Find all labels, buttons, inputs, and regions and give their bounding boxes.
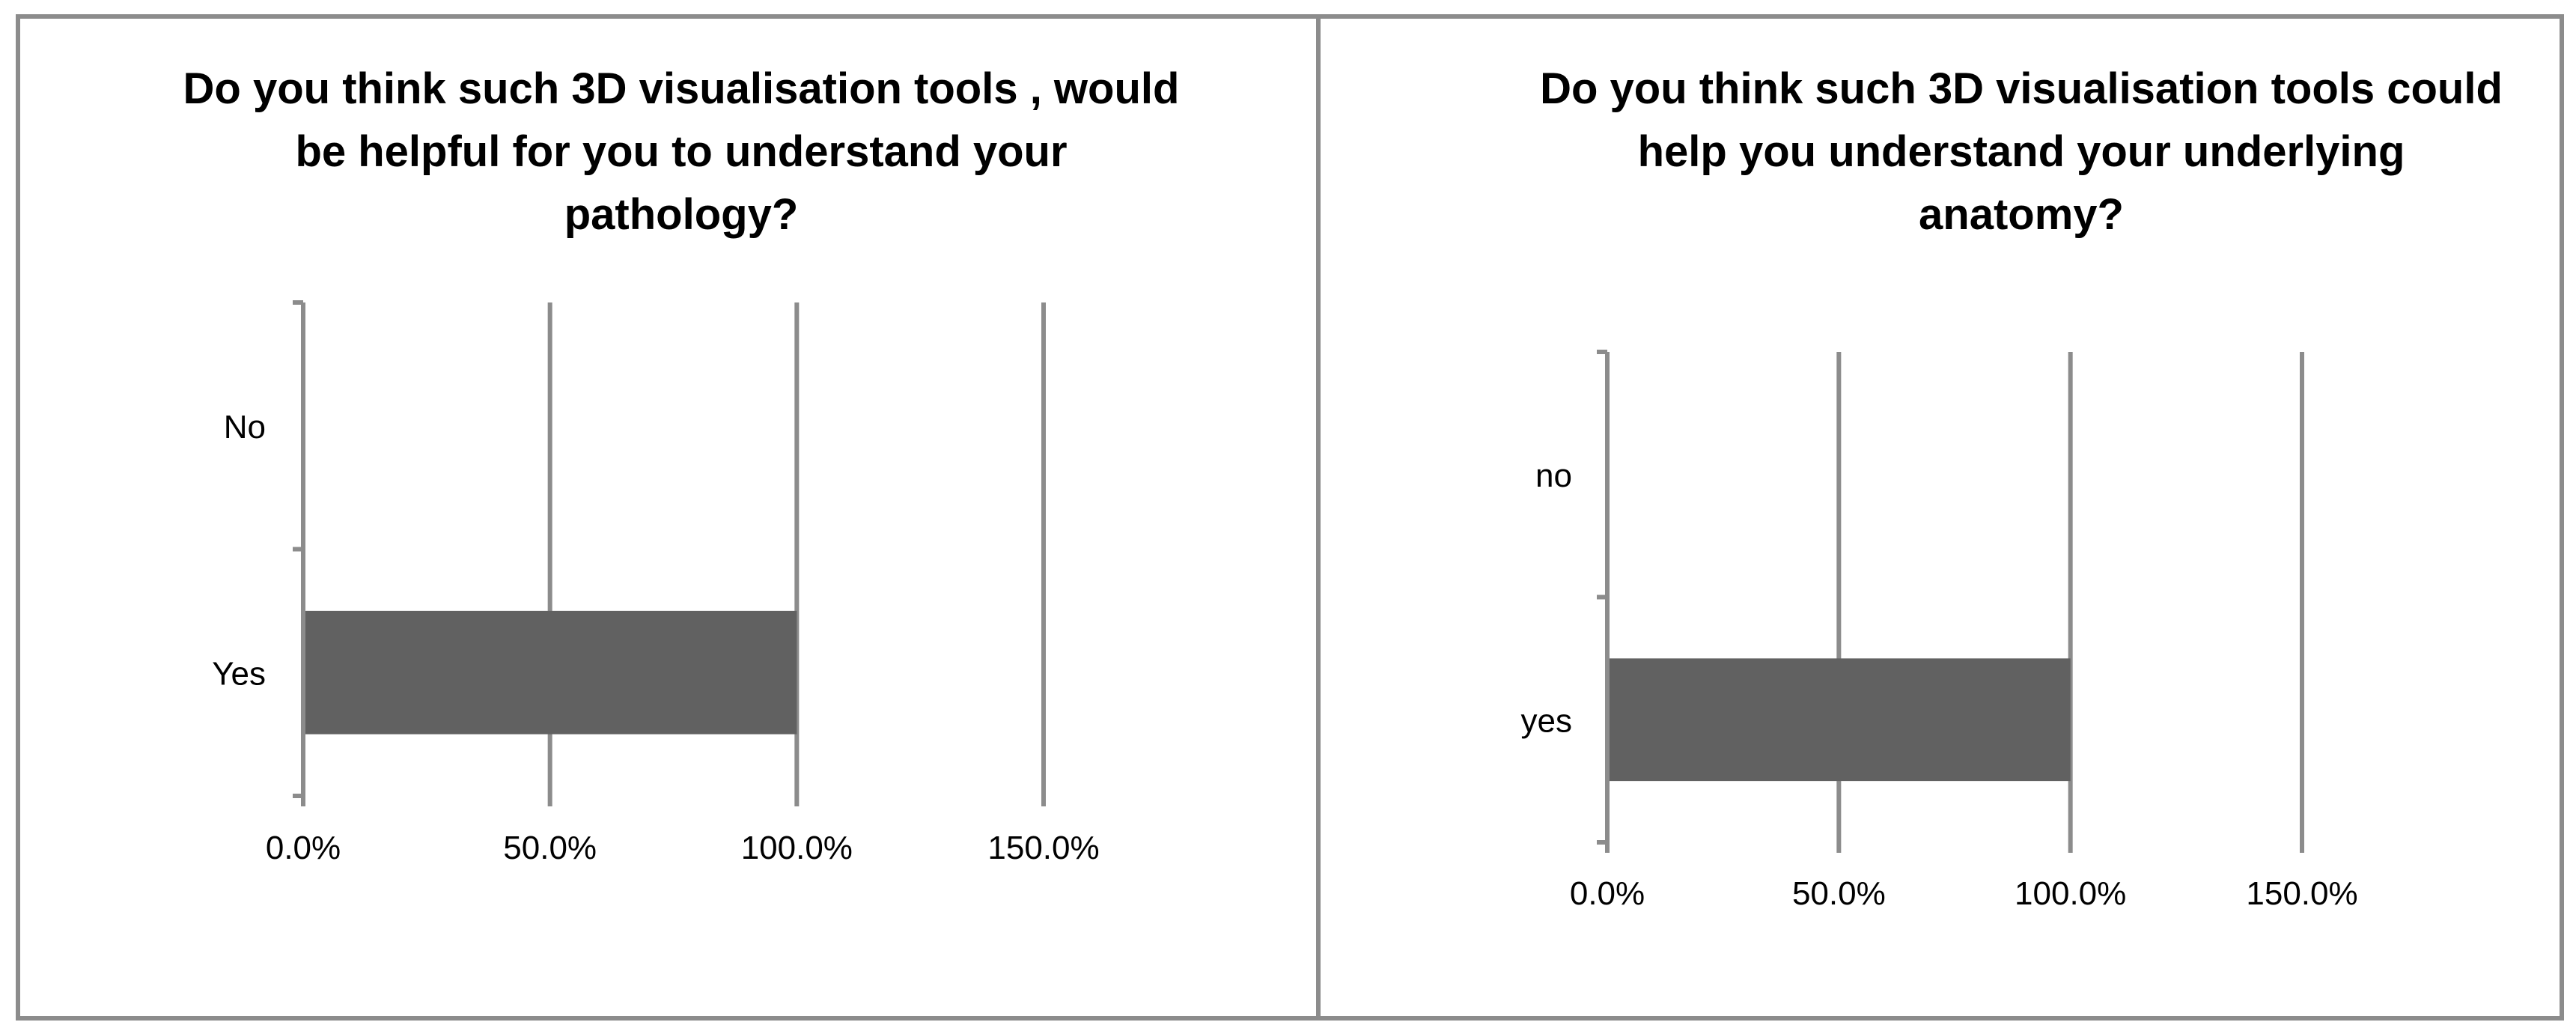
x-tick-label: 0.0% xyxy=(266,830,341,866)
x-tick-label: 150.0% xyxy=(987,830,1099,866)
x-tick-label: 0.0% xyxy=(1570,875,1645,912)
chart-title-line: anatomy? xyxy=(1919,190,2124,239)
category-label-yes: Yes xyxy=(212,655,266,692)
x-tick-label: 150.0% xyxy=(2246,875,2357,912)
x-tick-label: 100.0% xyxy=(741,830,853,866)
chart-panel-pathology: Do you think such 3D visualisation tools… xyxy=(183,64,1180,866)
chart-title-line: Do you think such 3D visualisation tools… xyxy=(1540,64,2503,113)
chart-title-line: help you understand your underlying xyxy=(1638,127,2405,176)
category-label-yes: yes xyxy=(1521,702,1572,739)
category-label-no: No xyxy=(224,409,266,445)
x-tick-label: 100.0% xyxy=(2015,875,2126,912)
chart-title-line: pathology? xyxy=(564,190,799,239)
x-tick-label: 50.0% xyxy=(503,830,597,866)
chart-title-line: Do you think such 3D visualisation tools… xyxy=(183,64,1180,113)
bar-yes xyxy=(305,610,797,735)
chart-panel-anatomy: Do you think such 3D visualisation tools… xyxy=(1521,64,2503,912)
x-tick-label: 50.0% xyxy=(1792,875,1886,912)
bar-yes xyxy=(1610,658,2071,782)
chart-title-line: be helpful for you to understand your xyxy=(295,127,1067,176)
category-label-no: no xyxy=(1535,457,1572,494)
outer-border xyxy=(16,14,2564,1021)
